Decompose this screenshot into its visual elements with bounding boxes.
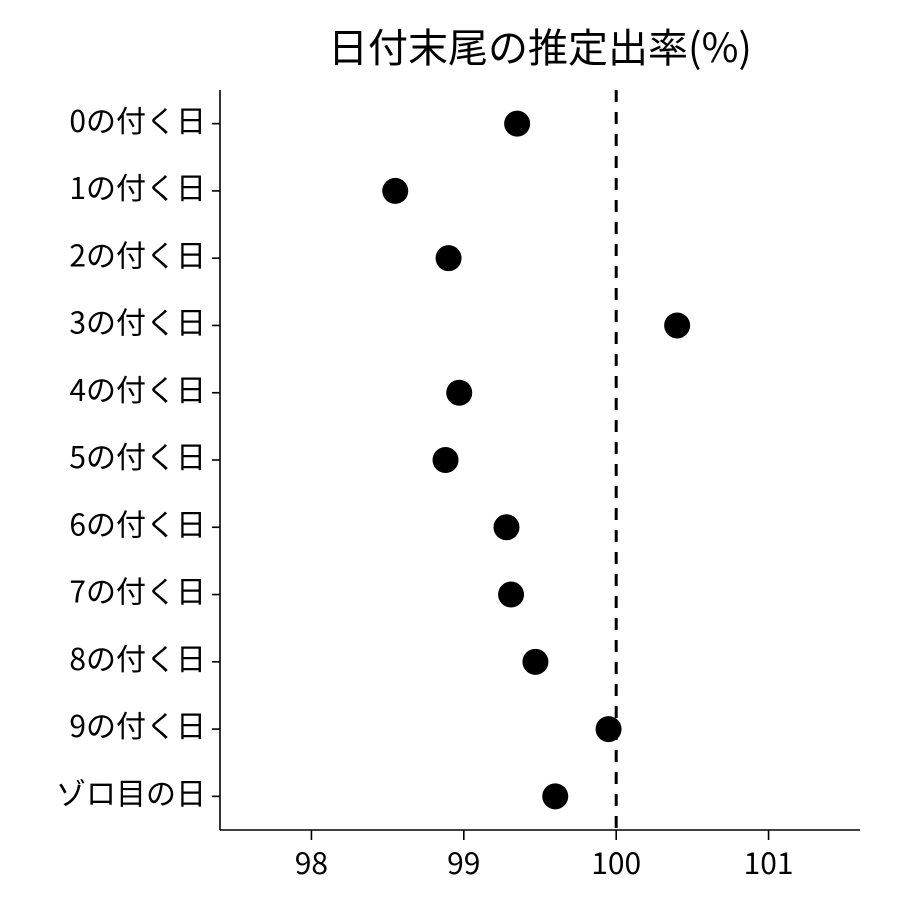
chart-svg: 日付末尾の推定出率(%) 98 99 100 101 0の付く日 1の付く日 2の付く日 3の付… (0, 0, 900, 900)
y-tick-label: 9の付く日 (69, 702, 206, 746)
x-tick-label: 99 (447, 839, 480, 883)
y-tick-label: 3の付く日 (69, 299, 206, 343)
data-marker (382, 178, 408, 204)
x-tick-label: 98 (295, 839, 328, 883)
y-tick-label: 1の付く日 (69, 164, 206, 208)
data-marker (446, 380, 472, 406)
y-tick-label: 5の付く日 (69, 433, 206, 477)
x-tick-label: 100 (591, 839, 641, 883)
x-tick-label: 101 (744, 839, 794, 883)
data-marker (433, 447, 459, 473)
y-tick-label: ゾロ目の日 (56, 770, 206, 814)
data-marker (522, 649, 548, 675)
y-tick-label: 7の付く日 (69, 568, 206, 612)
data-marker (436, 245, 462, 271)
dotplot-chart: 日付末尾の推定出率(%) 98 99 100 101 0の付く日 1の付く日 2の付く日 3の付… (0, 0, 900, 900)
y-tick-label: 2の付く日 (69, 231, 206, 275)
data-marker (664, 312, 690, 338)
data-marker (498, 582, 524, 608)
y-tick-label: 6の付く日 (69, 500, 206, 544)
y-tick-label: 8の付く日 (69, 635, 206, 679)
y-tick-label: 0の付く日 (69, 97, 206, 141)
y-tick-label: 4の付く日 (69, 366, 206, 410)
data-marker (504, 111, 530, 137)
data-marker (493, 514, 519, 540)
chart-title: 日付末尾の推定出率(%) (328, 16, 752, 74)
data-marker (596, 716, 622, 742)
data-marker (542, 783, 568, 809)
